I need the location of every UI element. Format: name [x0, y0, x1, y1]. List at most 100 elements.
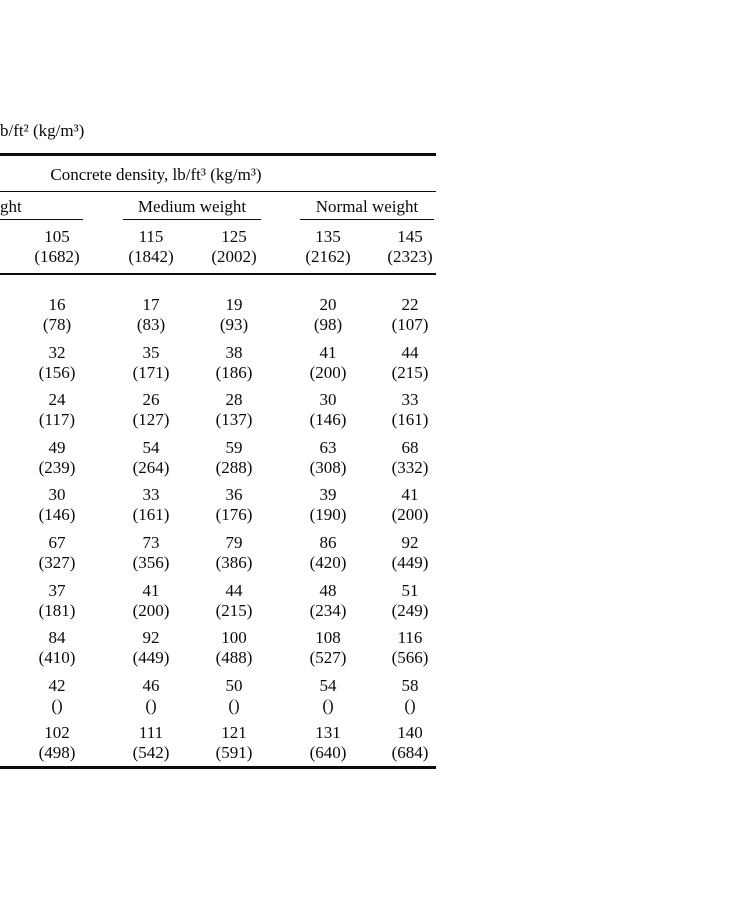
body-cell: 41 (200): [283, 343, 373, 383]
cell-value: 68: [401, 437, 419, 457]
body-cell: 100 (488): [189, 628, 279, 668]
body-cell: 44 (215): [189, 581, 279, 621]
cell-metric: (200): [391, 505, 429, 525]
group-header-normal-weight: Normal weight: [315, 197, 419, 216]
cell-metric: (): [145, 695, 157, 715]
cell-metric: (449): [391, 553, 429, 572]
cell-value: 33: [142, 485, 160, 505]
cell-value: 92: [142, 628, 160, 648]
cell-value: 36: [225, 485, 243, 505]
column-header-metric: (1842): [128, 247, 174, 266]
cell-value: 84: [48, 628, 66, 648]
cell-value: 44: [401, 342, 419, 362]
body-cell: 28 (137): [189, 390, 279, 430]
body-cell: 17 (83): [106, 295, 196, 335]
cell-value: 63: [319, 437, 337, 457]
body-cell: 116 (566): [365, 628, 455, 668]
cell-value: 73: [142, 533, 160, 552]
column-header-metric: (2162): [305, 247, 351, 266]
title-rule: [0, 191, 436, 193]
body-cell: 63 (308): [283, 438, 373, 478]
cell-metric: (146): [38, 505, 76, 525]
body-cell: 41 (200): [106, 581, 196, 621]
cell-metric: (215): [391, 362, 429, 382]
cell-value: 41: [142, 580, 160, 600]
cell-value: 111: [138, 723, 164, 743]
caption-fragment: b/ft² (kg/m³): [0, 121, 85, 140]
cell-value: 30: [48, 485, 66, 505]
cell-metric: (176): [215, 505, 253, 525]
cell-metric: (190): [309, 505, 347, 525]
body-cell: 79 (386): [189, 533, 279, 573]
body-cell: 59 (288): [189, 438, 279, 478]
body-cell: 58(): [365, 676, 455, 716]
cell-value: 35: [142, 342, 160, 362]
body-cell: 49 (239): [12, 438, 102, 478]
table-top-rule: [0, 153, 436, 156]
table-bottom-rule: [0, 766, 436, 769]
cell-metric: (356): [132, 553, 170, 572]
cell-metric: (264): [132, 457, 170, 477]
cell-metric: (161): [132, 505, 170, 525]
cell-metric: (186): [215, 362, 253, 382]
cell-value: 79: [225, 533, 243, 552]
cell-value: 39: [319, 485, 337, 505]
body-cell: 37 (181): [12, 581, 102, 621]
body-cell: 84 (410): [12, 628, 102, 668]
column-header-cell: 105 (1682): [12, 227, 102, 267]
cell-metric: (127): [132, 410, 170, 430]
cell-value: 24: [48, 390, 66, 410]
column-header-density: 135: [315, 227, 341, 246]
body-cell: 48 (234): [283, 581, 373, 621]
body-cell: 36 (176): [189, 485, 279, 525]
column-header-cell: 145 (2323): [365, 227, 455, 267]
body-cell: 111 (542): [106, 723, 196, 763]
cell-value: 50: [225, 675, 243, 695]
group-rule-normal: [300, 219, 434, 221]
header-bottom-rule: [0, 273, 436, 275]
column-header-metric: (2002): [211, 247, 257, 266]
body-cell: 51 (249): [365, 581, 455, 621]
body-cell: 73 (356): [106, 533, 196, 573]
cell-metric: (): [404, 695, 416, 715]
cell-value: 44: [225, 580, 243, 600]
cell-value: 32: [48, 342, 66, 362]
body-cell: 33 (161): [365, 390, 455, 430]
column-header-cell: 115 (1842): [106, 227, 196, 267]
table-title: Concrete density, lb/ft³ (kg/m³): [50, 165, 262, 184]
cell-metric: (327): [38, 553, 76, 572]
cell-metric: (498): [38, 743, 76, 763]
cell-value: 86: [319, 533, 337, 552]
cell-metric: (386): [215, 553, 253, 572]
cell-value: 92: [401, 533, 419, 552]
cell-metric: (146): [309, 410, 347, 430]
cell-metric: (410): [38, 648, 76, 668]
group-header-light-weight-cut: ght: [0, 197, 22, 216]
body-cell: 22 (107): [365, 295, 455, 335]
cell-metric: (684): [391, 743, 429, 763]
cell-value: 116: [397, 628, 423, 648]
cell-value: 140: [397, 723, 423, 743]
cell-value: 28: [225, 390, 243, 410]
cell-metric: (215): [215, 600, 253, 620]
cell-value: 20: [319, 295, 337, 314]
cell-value: 33: [401, 390, 419, 410]
cell-metric: (171): [132, 362, 170, 382]
cell-value: 16: [48, 295, 66, 314]
cell-metric: (98): [313, 315, 343, 334]
cell-metric: (117): [38, 410, 76, 430]
cell-metric: (200): [309, 362, 347, 382]
cell-metric: (156): [38, 362, 76, 382]
cell-metric: (288): [215, 457, 253, 477]
body-cell: 108 (527): [283, 628, 373, 668]
cell-value: 38: [225, 342, 243, 362]
cell-value: 22: [401, 295, 419, 314]
body-cell: 30 (146): [283, 390, 373, 430]
body-cell: 19 (93): [189, 295, 279, 335]
cell-metric: (249): [391, 600, 429, 620]
cell-metric: (181): [38, 600, 76, 620]
cell-metric: (566): [391, 648, 429, 668]
column-header-metric: (1682): [34, 247, 80, 266]
cell-value: 41: [401, 485, 419, 505]
body-cell: 50(): [189, 676, 279, 716]
